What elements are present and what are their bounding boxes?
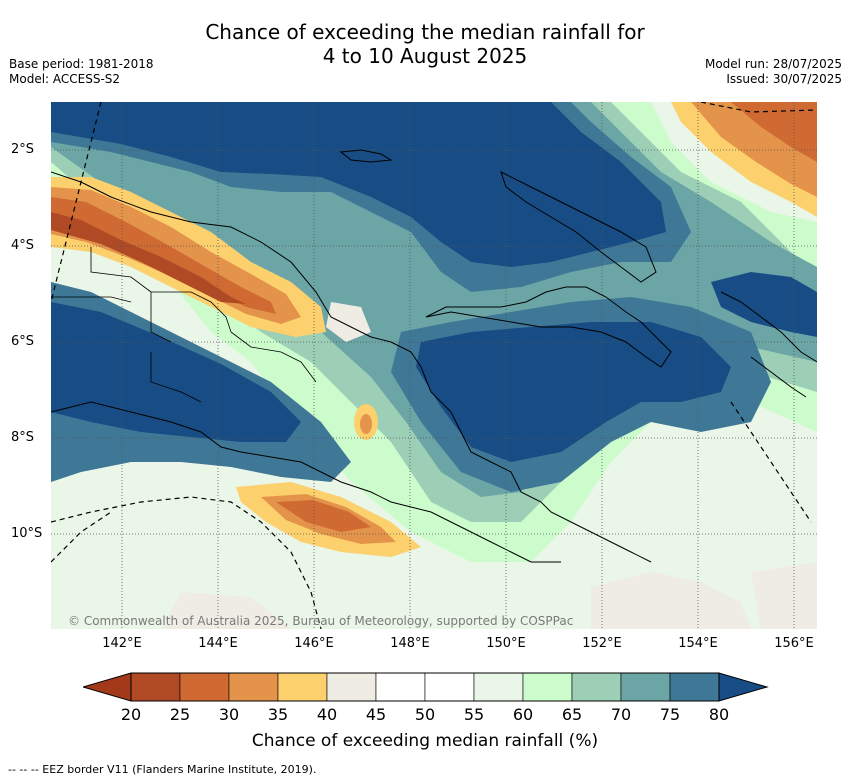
lat-label-10s: 10°S [11, 526, 43, 541]
lon-label-142: 142°E [102, 636, 142, 651]
colorbar-tick-label: 20 [120, 705, 142, 724]
colorbar-cell [277, 672, 328, 702]
lat-label-6s: 6°S [11, 334, 35, 349]
meta-right: Model run: 28/07/2025 Issued: 30/07/2025 [705, 57, 842, 87]
rainfall-map [51, 102, 817, 629]
colorbar-tick-label: 35 [267, 705, 289, 724]
lat-label-4s: 4°S [11, 238, 35, 253]
colorbar-cell [669, 672, 720, 702]
colorbar-over-arrow [718, 672, 769, 702]
colorbar-cell [228, 672, 279, 702]
colorbar-tick-label: 60 [512, 705, 534, 724]
colorbar-tick-label: 45 [365, 705, 387, 724]
lon-label-154: 154°E [678, 636, 718, 651]
map-svg [51, 102, 817, 629]
lon-label-150: 150°E [486, 636, 526, 651]
colorbar [83, 672, 769, 702]
colorbar-label: Chance of exceeding median rainfall (%) [251, 731, 599, 751]
colorbar-tick-label: 40 [316, 705, 338, 724]
colorbar-cell [130, 672, 181, 702]
lon-label-152: 152°E [582, 636, 622, 651]
colorbar-cell [179, 672, 230, 702]
title-line-1: Chance of exceeding the median rainfall … [205, 20, 645, 44]
colorbar-tick-label: 70 [610, 705, 632, 724]
copyright-text: © Commonwealth of Australia 2025, Bureau… [68, 614, 574, 628]
colorbar-tick-label: 55 [463, 705, 485, 724]
title-line-2: 4 to 10 August 2025 [322, 44, 528, 68]
model-name: Model: ACCESS-S2 [9, 72, 121, 86]
colorbar-tick-label: 25 [169, 705, 191, 724]
colorbar-cell [326, 672, 377, 702]
issued-date: Issued: 30/07/2025 [726, 72, 842, 86]
lat-label-2s: 2°S [11, 142, 35, 157]
colorbar-cell [375, 672, 426, 702]
map-title: Chance of exceeding the median rainfall … [0, 20, 850, 68]
lat-label-8s: 8°S [11, 430, 35, 445]
colorbar-cell [522, 672, 573, 702]
colorbar-tick-label: 75 [659, 705, 681, 724]
colorbar-tick-label: 80 [708, 705, 730, 724]
model-run: Model run: 28/07/2025 [704, 57, 842, 71]
colorbar-frame [130, 672, 720, 702]
lon-label-148: 148°E [390, 636, 430, 651]
lon-label-144: 144°E [198, 636, 238, 651]
colorbar-under-arrow [83, 672, 132, 702]
lon-label-146: 146°E [294, 636, 334, 651]
colorbar-cell [571, 672, 622, 702]
colorbar-cell [473, 672, 524, 702]
eez-footnote: -- -- -- EEZ border V11 (Flanders Marine… [8, 763, 317, 776]
base-period: Base period: 1981-2018 [9, 57, 154, 71]
colorbar-cells [130, 672, 720, 702]
colorbar-tick-label: 30 [218, 705, 240, 724]
colorbar-tick-label: 65 [561, 705, 583, 724]
colorbar-cell [620, 672, 671, 702]
lon-label-156: 156°E [774, 636, 814, 651]
colorbar-tick-label: 50 [414, 705, 436, 724]
colorbar-cell [424, 672, 475, 702]
meta-left: Base period: 1981-2018 Model: ACCESS-S2 [9, 57, 154, 87]
